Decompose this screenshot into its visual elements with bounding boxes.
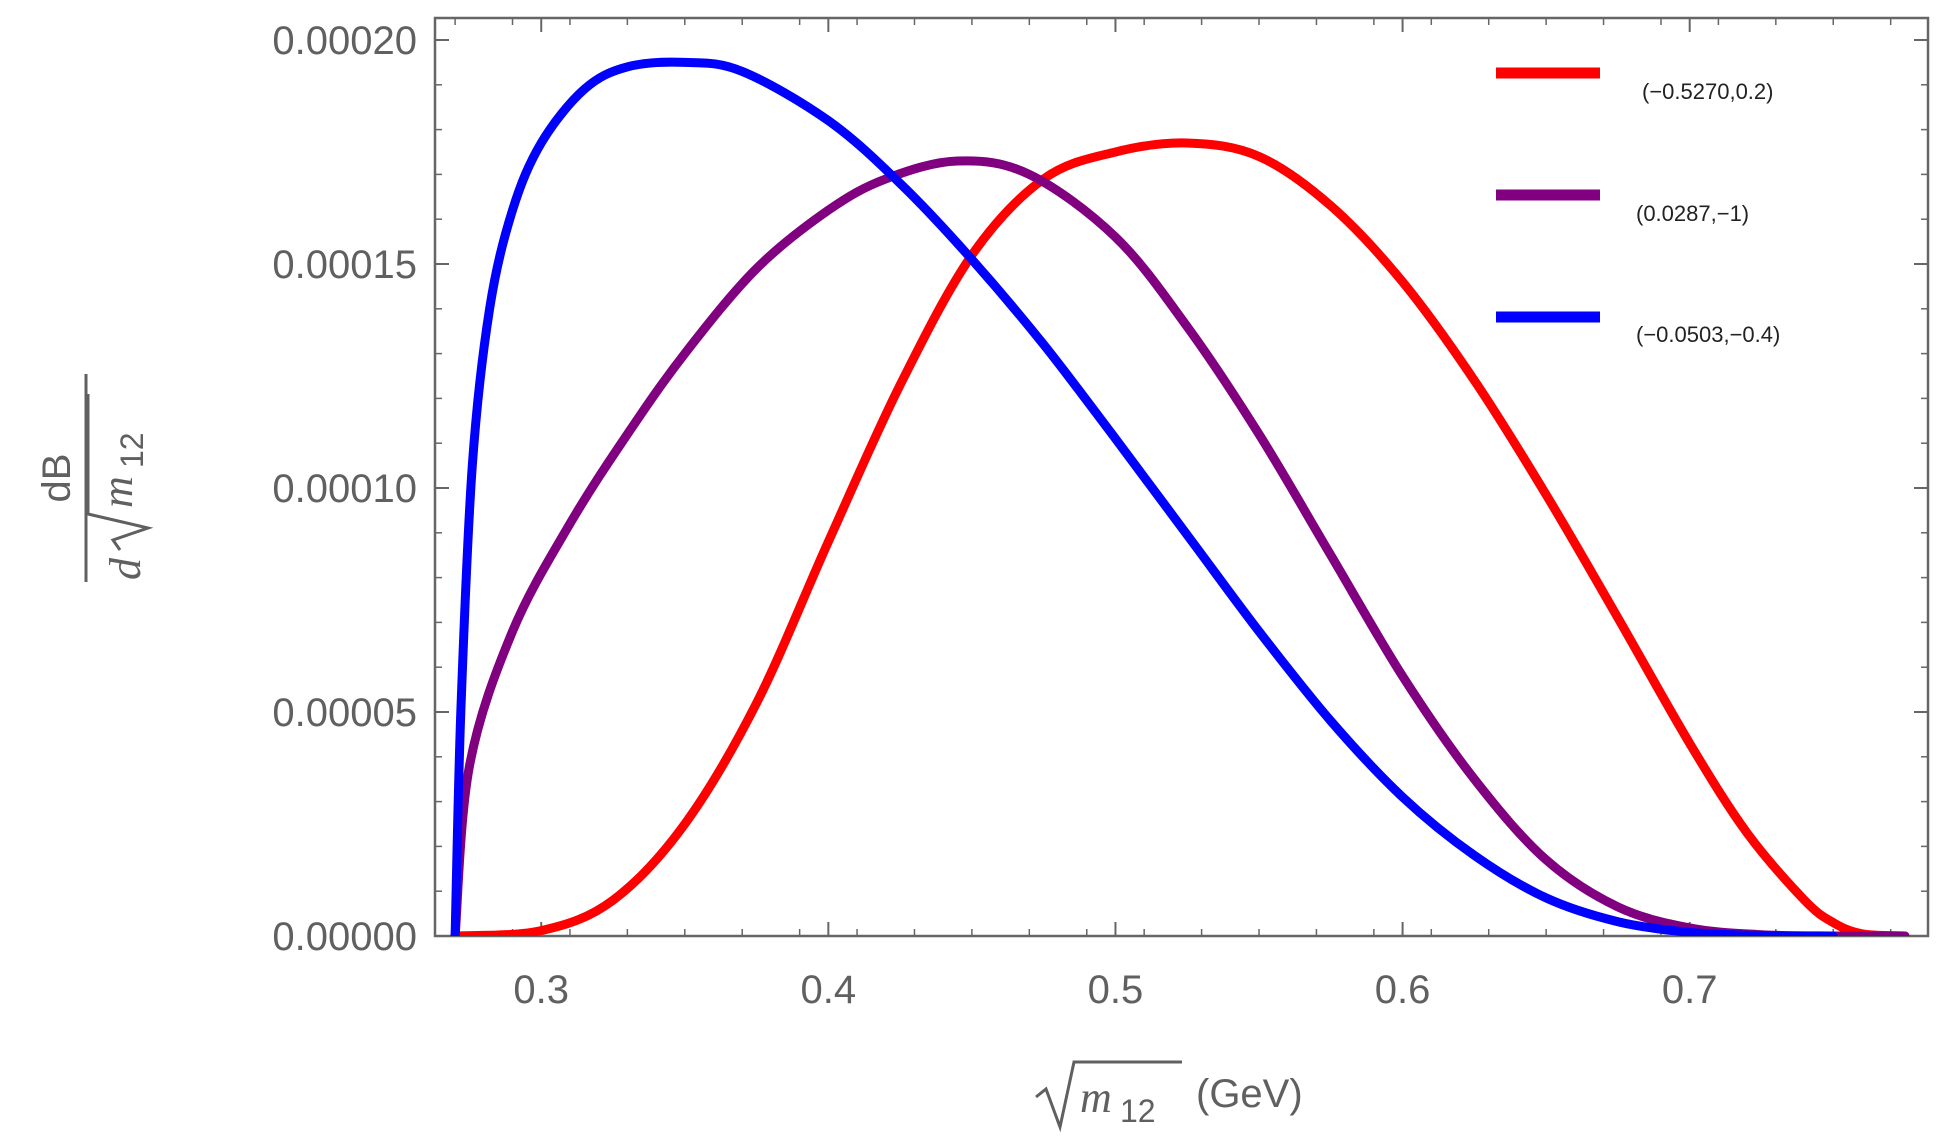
x-axis-unit: (GeV) bbox=[1196, 1072, 1303, 1116]
series-group bbox=[450, 57, 1910, 936]
series-line-red bbox=[450, 138, 1910, 936]
x-tick-label: 0.3 bbox=[513, 968, 569, 1012]
legend-label-red: (−0.5270,0.2) bbox=[1642, 79, 1773, 104]
x-tick-label: 0.5 bbox=[1088, 968, 1144, 1012]
x-axis-radical-symbol: m bbox=[1080, 1073, 1112, 1122]
axis-tick-labels: 0.3 0.4 0.5 0.6 0.7 0.00000 0.00005 0.00010 0.00… bbox=[272, 19, 1717, 1012]
series-line-blue bbox=[450, 57, 1838, 936]
y-tick-label: 0.00020 bbox=[272, 19, 417, 63]
legend-label-blue: (−0.0503,−0.4) bbox=[1636, 322, 1780, 347]
y-axis-label: dB d m 12 bbox=[35, 374, 154, 582]
legend: (−0.5270,0.2) (0.0287,−1) (−0.0503,−0.4) bbox=[1496, 67, 1780, 347]
plot-frame bbox=[433, 16, 1930, 938]
y-tick-label: 0.00010 bbox=[272, 467, 417, 511]
y-axis-radical-symbol: m bbox=[93, 476, 142, 508]
x-axis-radical-subscript: 12 bbox=[1120, 1093, 1156, 1129]
x-axis-radical-sign bbox=[1035, 1060, 1182, 1133]
legend-label-purple: (0.0287,−1) bbox=[1636, 201, 1749, 226]
x-tick-label: 0.4 bbox=[801, 968, 857, 1012]
x-axis-label: m 12 (GeV) bbox=[1035, 1060, 1303, 1133]
x-tick-label: 0.6 bbox=[1375, 968, 1431, 1012]
y-tick-label: 0.00000 bbox=[272, 915, 417, 959]
y-axis-radical-sign bbox=[86, 394, 154, 551]
y-axis-radical-subscript: 12 bbox=[114, 432, 150, 468]
axis-ticks bbox=[435, 18, 1928, 937]
y-tick-label: 0.00005 bbox=[272, 691, 417, 735]
y-axis-denominator-prefix: d bbox=[101, 557, 150, 580]
series-line-purple bbox=[450, 156, 1910, 936]
y-axis-numerator: dB bbox=[35, 454, 79, 503]
y-tick-label: 0.00015 bbox=[272, 243, 417, 287]
x-tick-label: 0.7 bbox=[1662, 968, 1718, 1012]
